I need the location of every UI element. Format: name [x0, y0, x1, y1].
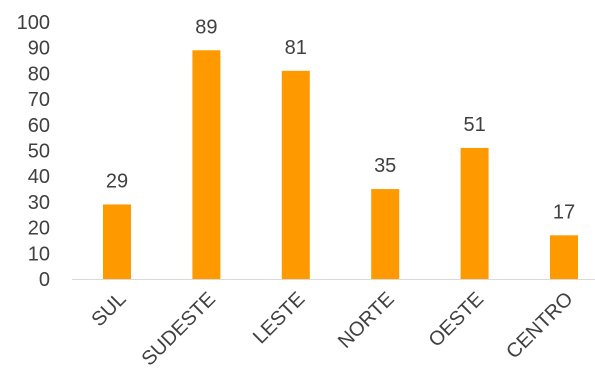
bar [371, 189, 400, 279]
y-tick-label: 60 [28, 115, 50, 137]
y-axis-ticks: 0 10 20 30 40 50 60 70 80 90 100 [17, 12, 50, 291]
bar [281, 70, 310, 279]
y-tick-label: 0 [39, 269, 50, 291]
y-tick-label: 10 [28, 243, 50, 265]
category-label: CENTRO [502, 288, 577, 363]
y-tick-label: 70 [28, 89, 50, 111]
data-label: 51 [463, 114, 485, 136]
bars [103, 50, 578, 279]
data-label: 29 [106, 170, 128, 192]
data-labels: 29 89 81 35 51 17 [106, 16, 575, 223]
y-tick-label: 40 [28, 166, 50, 188]
bar [460, 147, 489, 279]
y-tick-label: 20 [28, 218, 50, 240]
bar [550, 235, 578, 279]
bar [192, 50, 221, 279]
y-tick-label: 90 [28, 38, 50, 60]
y-tick-label: 80 [28, 63, 50, 85]
y-tick-label: 50 [28, 141, 50, 163]
category-label: NORTE [334, 288, 399, 353]
category-label: SUL [87, 288, 130, 331]
bar [103, 204, 131, 279]
category-label: LESTE [249, 288, 309, 348]
y-tick-label: 30 [28, 192, 50, 214]
data-label: 17 [553, 201, 575, 223]
data-label: 81 [285, 37, 307, 59]
category-label: SUDESTE [138, 288, 220, 370]
category-labels: SUL SUDESTE LESTE NORTE OESTE CENTRO [87, 288, 577, 370]
y-tick-label: 100 [17, 12, 50, 34]
category-label: OESTE [425, 288, 488, 351]
data-label: 35 [374, 155, 396, 177]
data-label: 89 [195, 16, 217, 38]
